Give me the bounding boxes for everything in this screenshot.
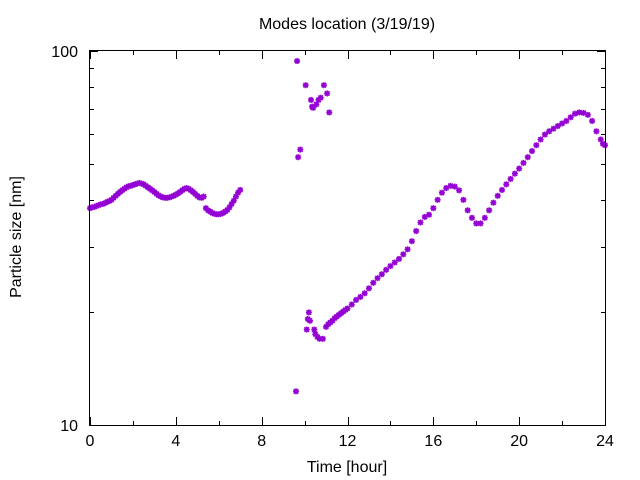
data-point xyxy=(383,266,390,273)
x-tick-label: 24 xyxy=(596,433,614,450)
data-point xyxy=(468,214,475,221)
data-point xyxy=(308,96,315,103)
data-point xyxy=(370,279,377,286)
data-point xyxy=(294,58,301,65)
data-point xyxy=(200,193,207,200)
data-point xyxy=(326,109,333,116)
data-point xyxy=(311,326,318,333)
data-point xyxy=(584,111,591,118)
data-point xyxy=(400,251,407,258)
data-point xyxy=(365,285,372,292)
data-point xyxy=(306,317,313,324)
data-point xyxy=(486,207,493,214)
plot-frame xyxy=(89,50,606,426)
data-point xyxy=(559,120,566,127)
data-point xyxy=(503,181,510,188)
x-tick-label: 0 xyxy=(86,433,95,450)
data-point xyxy=(537,136,544,143)
data-point xyxy=(567,114,574,121)
data-point xyxy=(357,293,364,300)
data-point xyxy=(295,154,302,161)
data-point xyxy=(421,213,428,220)
tick-labels: 0 4 8 12 16 20 24 10 100 xyxy=(51,44,614,450)
data-point xyxy=(303,326,310,333)
data-point xyxy=(413,228,420,235)
x-tick-label: 20 xyxy=(510,433,528,450)
data-point xyxy=(541,131,548,138)
x-tick-label: 12 xyxy=(339,433,357,450)
data-point xyxy=(237,186,244,193)
data-point xyxy=(451,183,458,190)
data-point xyxy=(434,196,441,203)
x-axis-label: Time [hour] xyxy=(307,459,387,476)
data-point xyxy=(320,82,327,89)
data-point xyxy=(293,388,299,395)
data-point xyxy=(408,238,415,245)
data-point xyxy=(378,271,385,278)
data-point xyxy=(499,186,505,193)
data-point xyxy=(576,109,583,116)
data-point xyxy=(348,301,355,308)
data-point xyxy=(511,170,518,177)
data-point xyxy=(546,128,553,135)
data-point xyxy=(305,309,312,316)
data-point xyxy=(297,146,304,153)
y-tick-label: 100 xyxy=(51,44,78,61)
y-axis-label: Particle size [nm] xyxy=(8,176,25,298)
x-tick-label: 8 xyxy=(257,433,266,450)
x-tick-label: 4 xyxy=(171,433,180,450)
data-point xyxy=(361,290,368,297)
data-point xyxy=(344,305,351,312)
data-point xyxy=(554,123,561,130)
data-point xyxy=(533,142,540,149)
data-point xyxy=(490,199,497,206)
data-point xyxy=(317,94,324,101)
data-point xyxy=(353,296,360,303)
data-points xyxy=(87,58,608,395)
data-point xyxy=(430,205,437,212)
data-point xyxy=(516,165,523,172)
data-point xyxy=(563,117,570,124)
data-point xyxy=(597,136,604,143)
data-point xyxy=(529,148,536,155)
data-point xyxy=(524,154,531,161)
chart-title: Modes location (3/19/19) xyxy=(259,16,435,33)
data-point xyxy=(520,159,527,166)
data-point xyxy=(593,128,600,135)
data-point xyxy=(494,192,501,199)
data-point xyxy=(396,255,402,262)
data-point xyxy=(417,219,424,226)
data-point xyxy=(374,275,381,282)
data-point xyxy=(464,207,471,214)
data-point xyxy=(426,211,433,218)
data-point xyxy=(550,125,557,132)
data-point xyxy=(481,214,488,221)
data-point xyxy=(391,259,398,266)
data-point xyxy=(319,335,326,342)
data-point xyxy=(456,187,463,194)
x-tick-label: 16 xyxy=(424,433,442,450)
data-point xyxy=(302,82,309,89)
data-point xyxy=(387,263,394,270)
data-point xyxy=(404,246,411,253)
data-point xyxy=(324,90,331,97)
data-point xyxy=(438,189,445,196)
data-point xyxy=(460,196,467,203)
data-point xyxy=(477,220,484,227)
data-point xyxy=(589,117,596,124)
y-tick-label: 10 xyxy=(60,418,78,435)
data-point xyxy=(507,175,514,182)
